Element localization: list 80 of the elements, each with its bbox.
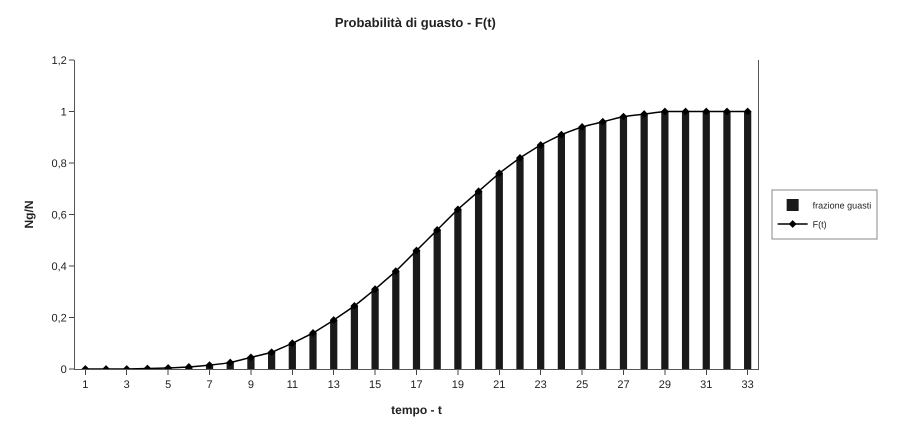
x-tick-label: 7: [206, 379, 213, 392]
point: [206, 361, 214, 369]
x-tick-label: 5: [165, 379, 172, 392]
bar: [640, 114, 648, 369]
point: [247, 354, 255, 362]
bar: [620, 116, 628, 369]
point: [268, 348, 276, 356]
bar: [454, 209, 462, 369]
x-tick-label: 33: [742, 379, 754, 392]
point: [723, 108, 731, 116]
bar: [744, 112, 752, 369]
x-tick-label: 15: [368, 379, 382, 392]
x-tick-label: 25: [576, 379, 588, 392]
point: [682, 108, 690, 116]
y-tick-label: 0,8: [52, 158, 67, 170]
y-tick-label: 0: [60, 364, 67, 376]
x-tick-label: 19: [452, 379, 464, 392]
y-tick-label: 1: [60, 106, 67, 118]
legend-label: F(t): [812, 220, 827, 230]
point: [536, 141, 545, 149]
x-tick-label: 9: [248, 379, 254, 392]
point: [330, 316, 338, 324]
point: [226, 358, 234, 366]
point: [454, 205, 462, 214]
point: [350, 302, 358, 310]
bar: [496, 173, 503, 369]
point: [392, 267, 400, 276]
bar: [288, 343, 296, 369]
x-tick-label: 13: [328, 379, 340, 392]
bar: [330, 320, 338, 369]
bar: [350, 306, 358, 369]
x-axis-title: tempo - t: [391, 403, 442, 418]
bar: [558, 134, 565, 369]
point: [598, 118, 607, 126]
y-tick-label: 0,4: [52, 260, 67, 273]
point: [660, 108, 669, 116]
bar: [371, 289, 379, 369]
point: [474, 187, 482, 196]
point: [557, 130, 566, 139]
bar: [682, 112, 690, 369]
x-tick-label: 21: [493, 379, 506, 392]
bar: [599, 122, 606, 369]
legend-label: frazione guasti: [812, 200, 872, 211]
point: [495, 169, 504, 178]
point: [578, 123, 586, 131]
point: [184, 363, 193, 369]
x-tick-label: 11: [286, 379, 298, 392]
x-tick-label: 17: [410, 379, 423, 392]
y-tick-label: 1,2: [52, 54, 67, 67]
bar: [392, 271, 400, 369]
point: [433, 226, 442, 234]
x-tick-label: 1: [82, 379, 88, 392]
x-tick-label: 23: [534, 379, 547, 392]
x-tick-label: 3: [124, 379, 130, 392]
point: [516, 154, 524, 162]
bar: [309, 332, 317, 369]
bar: [537, 144, 544, 369]
bar: [702, 112, 710, 369]
bar: [474, 191, 482, 369]
point: [744, 108, 752, 116]
point: [309, 329, 317, 337]
bar: [434, 230, 441, 369]
bar: [723, 112, 731, 369]
chart-title: Probabilità di guasto - F(t): [334, 14, 496, 30]
point: [288, 339, 296, 348]
bar: [661, 112, 668, 369]
x-tick-label: 27: [617, 379, 630, 392]
y-axis-title: Ng/N: [22, 200, 36, 228]
y-tick-label: 0,6: [52, 209, 67, 222]
x-tick-label: 29: [658, 379, 671, 392]
x-tick-label: 31: [700, 379, 712, 392]
y-tick-label: 0,2: [52, 312, 67, 324]
bar: [412, 250, 420, 369]
point: [412, 246, 420, 254]
point: [640, 110, 648, 118]
bar: [516, 158, 524, 369]
point: [702, 108, 710, 116]
point: [620, 112, 628, 121]
point: [371, 285, 380, 294]
bar: [578, 126, 586, 369]
